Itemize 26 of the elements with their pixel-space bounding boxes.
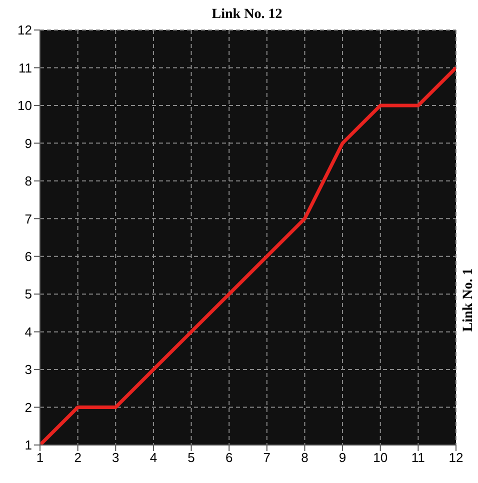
chart-title: Link No. 12 bbox=[212, 7, 282, 22]
y-tick-label: 1 bbox=[24, 438, 32, 453]
y-tick-label: 11 bbox=[18, 60, 32, 76]
y2-axis-title: Link No. 1 bbox=[461, 268, 476, 332]
x-tick-label: 3 bbox=[112, 450, 120, 466]
y-tick-label: 7 bbox=[24, 211, 32, 226]
y-tick-label: 10 bbox=[18, 98, 32, 114]
y-tick-label: 12 bbox=[18, 22, 32, 38]
y-tick-label: 6 bbox=[24, 248, 32, 264]
x-tick-label: 10 bbox=[373, 450, 388, 466]
x-tick-label: 9 bbox=[338, 450, 346, 466]
x-tick-label: 1 bbox=[36, 450, 44, 466]
x-tick-label: 2 bbox=[74, 450, 82, 466]
x-tick-label: 4 bbox=[150, 450, 158, 466]
y-tick-label: 3 bbox=[24, 362, 32, 378]
x-tick-label: 5 bbox=[188, 450, 195, 466]
x-tick-label: 6 bbox=[225, 450, 233, 466]
y-tick-label: 9 bbox=[24, 136, 32, 151]
y-tick-label: 2 bbox=[24, 400, 32, 415]
y-tick-label: 5 bbox=[24, 286, 32, 302]
y-tick-label: 4 bbox=[24, 324, 32, 340]
x-tick-label: 11 bbox=[411, 450, 425, 466]
y-tick-label: 8 bbox=[24, 174, 32, 189]
x-tick-label: 12 bbox=[448, 450, 464, 466]
x-tick-label: 8 bbox=[301, 450, 308, 466]
x-tick-label: 7 bbox=[263, 450, 271, 466]
